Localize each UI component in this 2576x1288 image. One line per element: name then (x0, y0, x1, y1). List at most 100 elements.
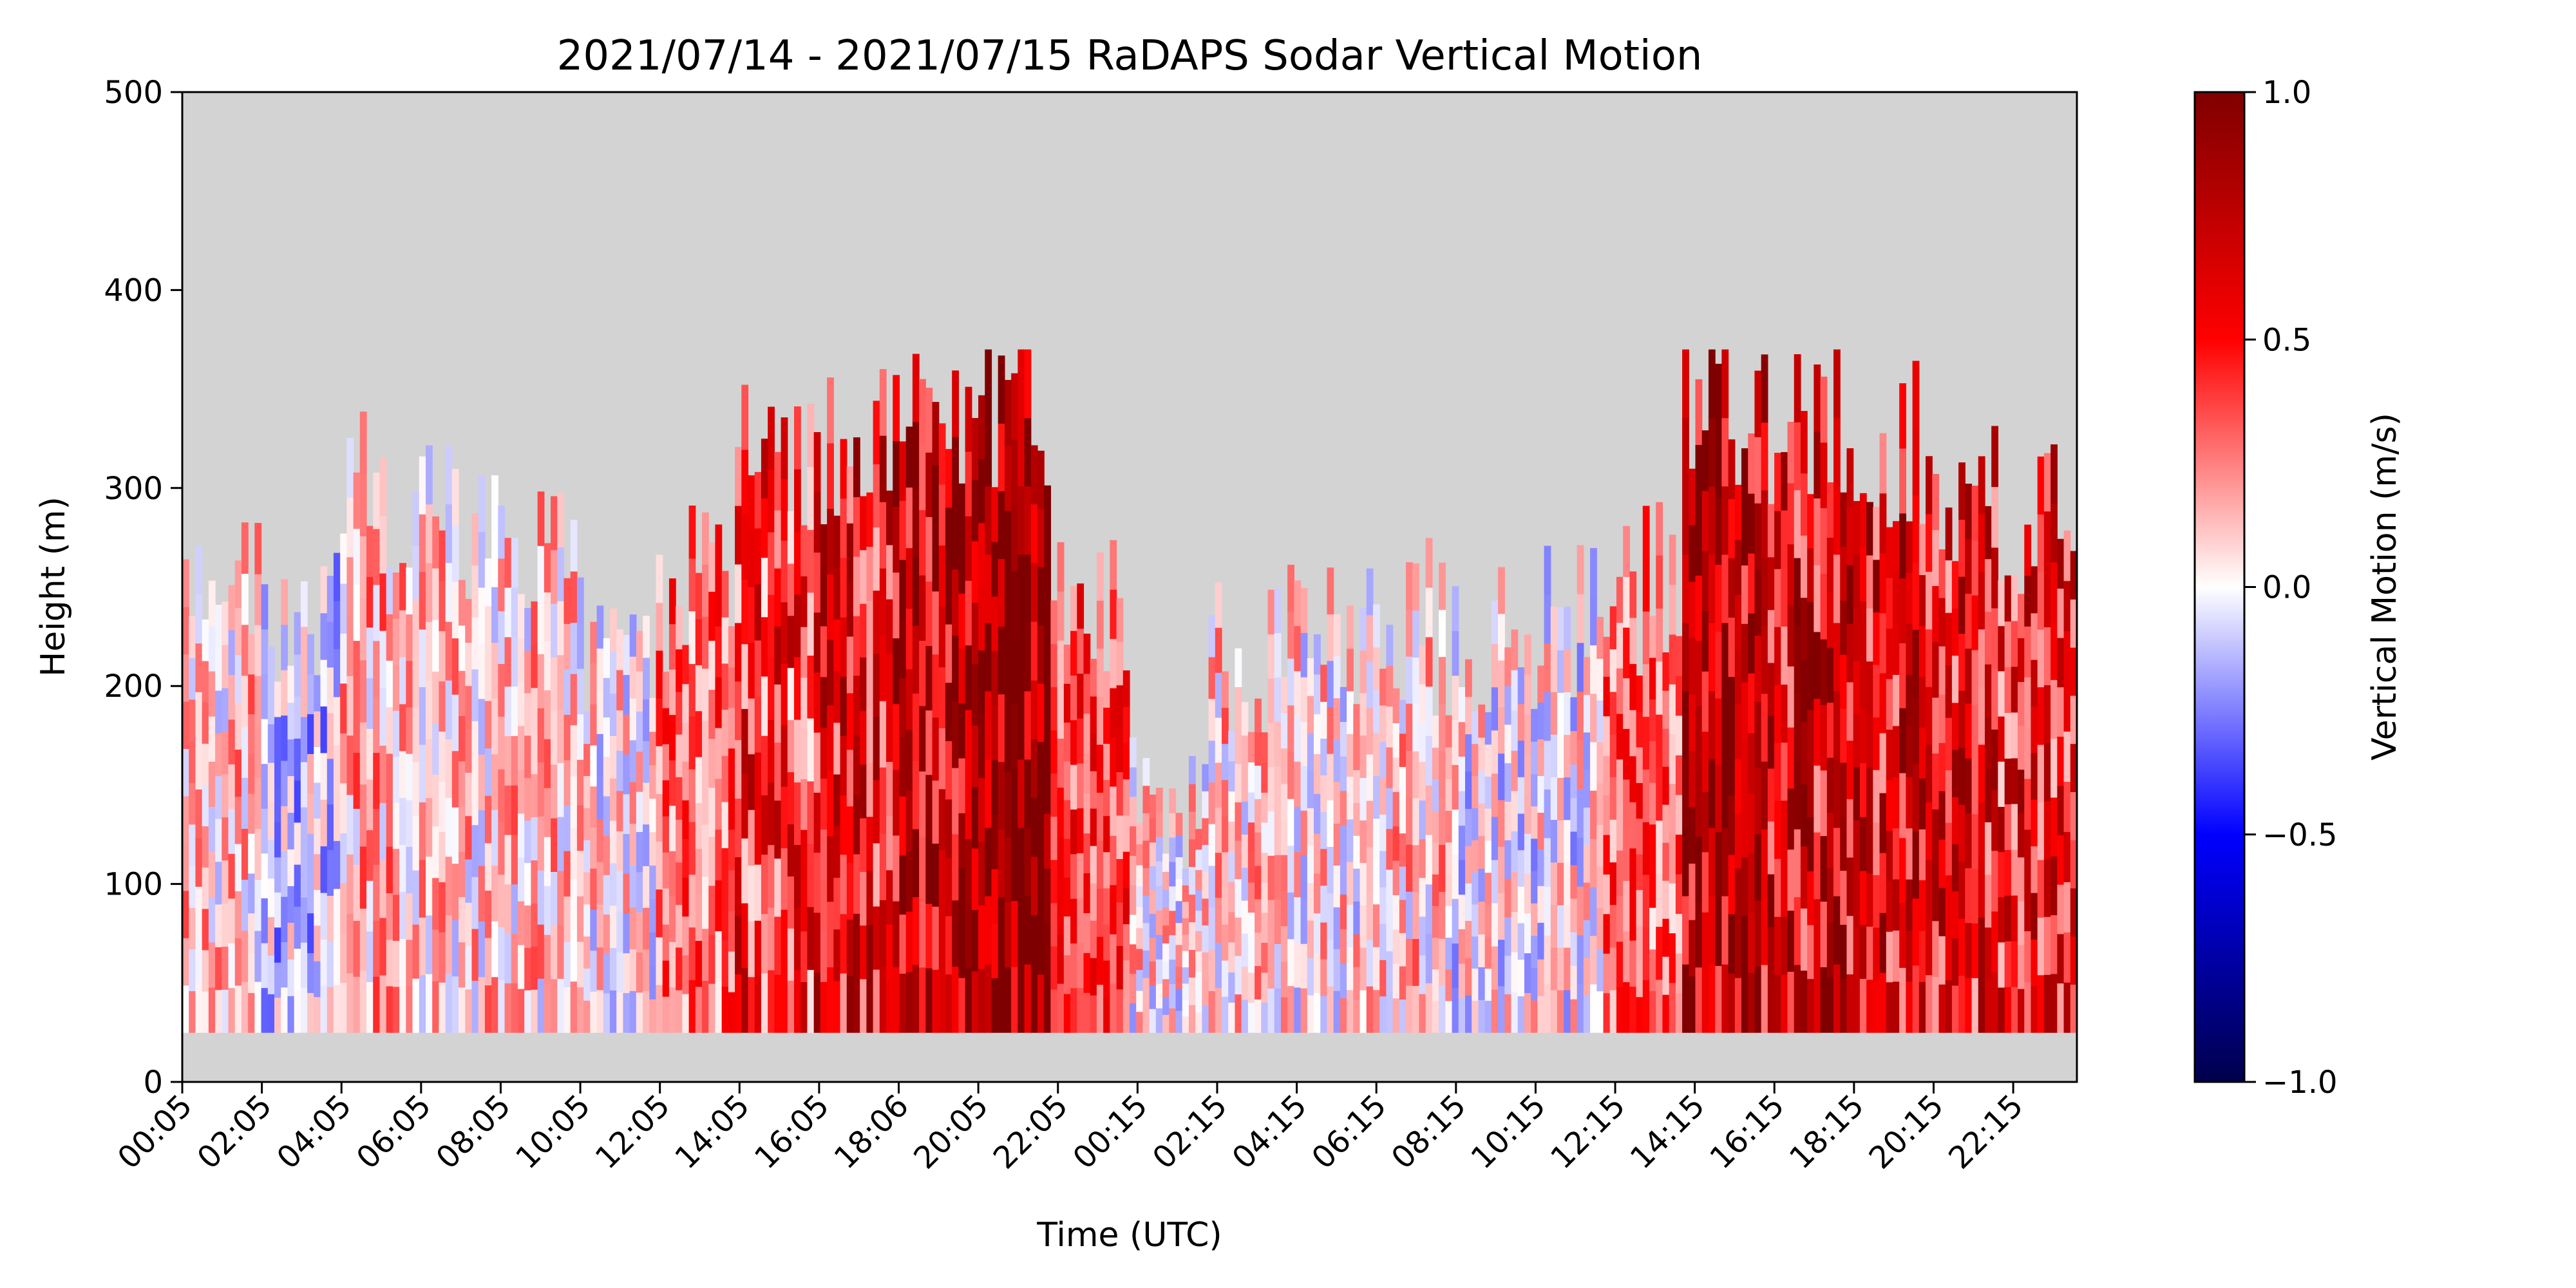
heatmap-cell (893, 572, 900, 639)
heatmap-cell (1235, 648, 1242, 687)
heatmap-cell (1734, 978, 1742, 1033)
heatmap-cell (800, 576, 808, 627)
heatmap-cell (787, 615, 795, 668)
heatmap-cell (774, 858, 782, 917)
heatmap-cell (866, 708, 874, 763)
heatmap-cell (314, 782, 321, 819)
heatmap-cell (1853, 926, 1861, 980)
heatmap-cell (1583, 694, 1591, 733)
heatmap-cell (1274, 899, 1282, 944)
heatmap-cell (1142, 867, 1150, 896)
heatmap-cell (1077, 718, 1084, 764)
heatmap-cell (741, 450, 749, 515)
heatmap-cell (333, 649, 341, 697)
heatmap-cell (1912, 361, 1920, 429)
heatmap-cell (1110, 638, 1117, 688)
heatmap-cell (222, 773, 229, 818)
heatmap-cell (1392, 963, 1400, 999)
heatmap-cell (222, 645, 229, 688)
heatmap-cell (294, 948, 301, 991)
heatmap-cell (1629, 571, 1637, 618)
heatmap-cell (1840, 924, 1848, 979)
heatmap-cell (1926, 513, 1933, 572)
heatmap-cell (998, 558, 1005, 627)
heatmap-cell (846, 466, 854, 524)
heatmap-cell (287, 702, 295, 740)
heatmap-cell (1063, 954, 1071, 994)
heatmap-cell (1708, 486, 1716, 555)
heatmap-cell (274, 752, 281, 788)
heatmap-cell (445, 562, 453, 622)
heatmap-cell (1734, 923, 1742, 978)
heatmap-cell (1175, 988, 1183, 1011)
heatmap-cell (656, 746, 663, 794)
heatmap-cell (314, 818, 321, 855)
heatmap-cell (978, 905, 985, 969)
heatmap-cell (1432, 905, 1439, 938)
heatmap-cell (636, 912, 643, 953)
heatmap-cell (1478, 737, 1486, 771)
heatmap-cell (1149, 937, 1157, 961)
heatmap-cell (465, 989, 473, 1033)
heatmap-cell (840, 854, 848, 914)
heatmap-cell (1235, 687, 1242, 726)
heatmap-cell (1280, 890, 1288, 927)
heatmap-cell (1439, 562, 1446, 611)
heatmap-cell (478, 976, 486, 1033)
heatmap-cell (1978, 917, 1985, 976)
heatmap-cell (1820, 770, 1828, 837)
heatmap-cell (1222, 923, 1229, 961)
heatmap-cell (1439, 656, 1446, 705)
heatmap-cell (1609, 862, 1617, 905)
heatmap-cell (971, 848, 979, 910)
heatmap-cell (1472, 904, 1479, 937)
heatmap-cell (544, 543, 551, 592)
heatmap-cell (1037, 974, 1045, 1033)
heatmap-cell (1155, 812, 1163, 837)
heatmap-cell (202, 908, 209, 951)
heatmap-cell (551, 871, 558, 926)
heatmap-cell (1228, 761, 1236, 792)
heatmap-cell (1609, 777, 1617, 820)
heatmap-cell (261, 584, 269, 630)
heatmap-cell (1774, 627, 1781, 685)
heatmap-cell (899, 618, 907, 679)
heatmap-cell (1820, 705, 1828, 771)
heatmap-cell (774, 742, 782, 801)
heatmap-cell (1247, 762, 1255, 793)
heatmap-cell (1715, 898, 1722, 966)
heatmap-cell (643, 990, 650, 1033)
heatmap-cell (1142, 950, 1150, 978)
heatmap-cell (2018, 813, 2025, 858)
heatmap-cell (1938, 549, 1946, 598)
heatmap-cell (905, 608, 913, 670)
heatmap-cell (1372, 947, 1380, 990)
heatmap-cell (451, 638, 459, 695)
heatmap-cell (1689, 920, 1696, 977)
heatmap-cell (353, 976, 361, 1033)
heatmap-cell (1215, 942, 1222, 988)
heatmap-cell (866, 600, 874, 655)
heatmap-cell (1386, 665, 1394, 707)
heatmap-cell (202, 702, 209, 744)
heatmap-cell (1577, 691, 1584, 741)
heatmap-cell (754, 527, 762, 585)
heatmap-cell (1478, 704, 1486, 738)
heatmap-cell (807, 969, 815, 1033)
heatmap-cell (1353, 835, 1361, 869)
heatmap-cell (1452, 720, 1459, 765)
heatmap-cell (2037, 917, 2045, 976)
heatmap-cell (708, 983, 716, 1033)
heatmap-cell (1794, 489, 1801, 558)
heatmap-cell (1814, 898, 1821, 967)
heatmap-cell (1122, 815, 1130, 852)
heatmap-cell (807, 718, 815, 782)
heatmap-cell (1274, 766, 1282, 811)
heatmap-cell (1787, 849, 1795, 911)
x-tick-label: 18:15 (1783, 1088, 1871, 1176)
heatmap-cell (1464, 883, 1472, 921)
heatmap-cell (564, 805, 571, 851)
heatmap-cell (1820, 573, 1828, 639)
heatmap-cell (1333, 907, 1341, 949)
heatmap-cell (1590, 887, 1597, 936)
